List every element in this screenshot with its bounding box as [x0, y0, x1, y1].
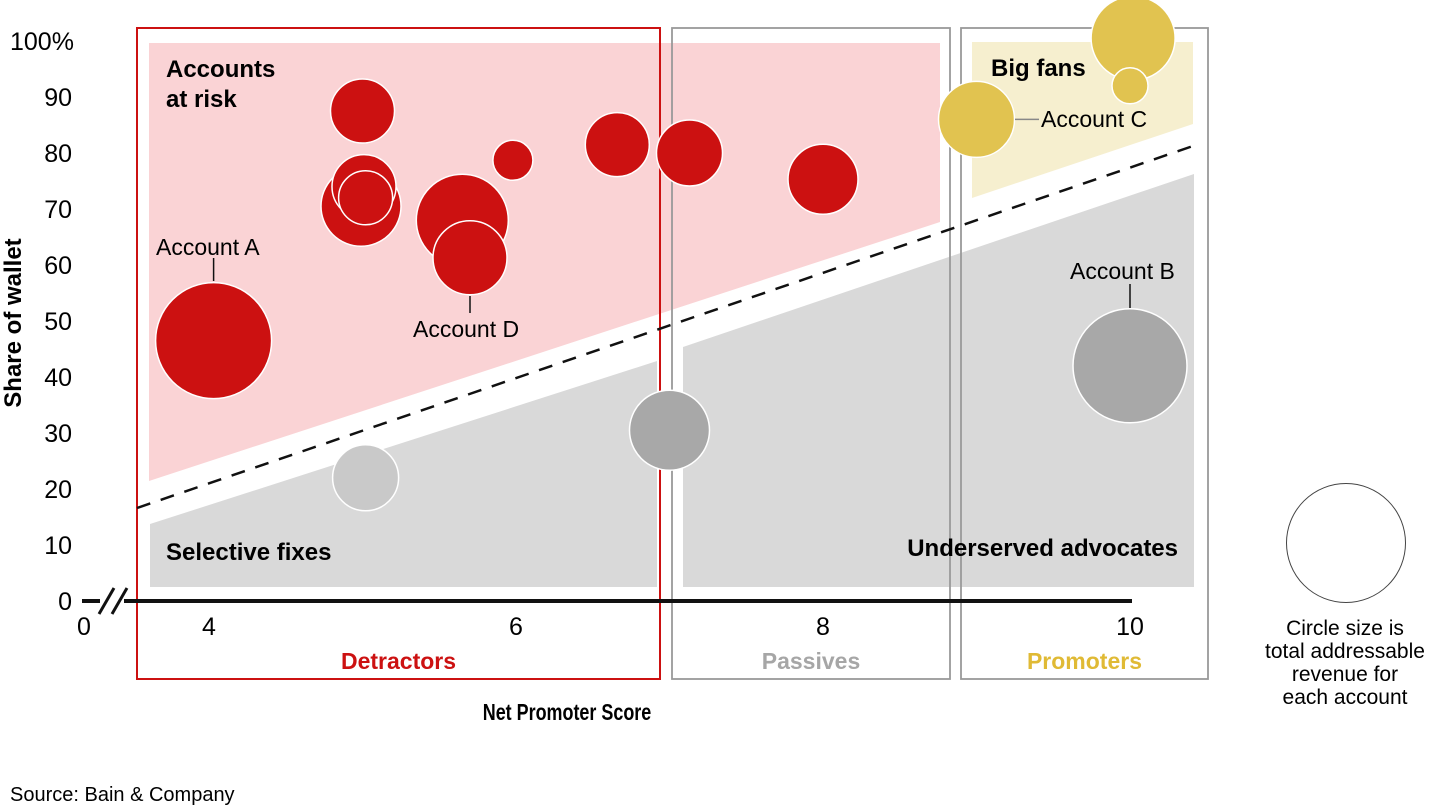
x-tick-label: 4 — [202, 613, 216, 641]
zone-accounts-at-risk — [149, 43, 940, 481]
zone-label-big-fans: Big fans — [991, 55, 1086, 82]
zone-label-underserved-advocates: Underserved advocates — [907, 535, 1178, 562]
account-d-label: Account D — [413, 316, 520, 342]
x-tick-label: 6 — [509, 613, 523, 641]
category-label-detractors: Detractors — [340, 648, 457, 674]
y-tick-label: 50 — [44, 308, 72, 336]
category-label-passives: Passives — [761, 648, 861, 674]
zone-label-selective-fixes: Selective fixes — [166, 539, 332, 566]
bubble — [432, 219, 508, 296]
size-legend-text: Circle size is total addressable revenue… — [1225, 617, 1440, 709]
y-tick-label: 60 — [44, 252, 72, 280]
x-tick-label: 0 — [77, 613, 91, 641]
bubble — [1111, 67, 1149, 105]
bubble-account-a — [154, 281, 273, 400]
zone-label-accounts-at-risk: Accounts at risk — [166, 55, 275, 115]
bubble — [655, 119, 724, 187]
category-box-promoters — [960, 27, 1209, 680]
size-legend-line: revenue for — [1291, 663, 1399, 686]
size-legend-line: Circle size is — [1286, 617, 1404, 640]
bubble — [329, 78, 396, 144]
zone-underserved-advocates — [683, 174, 1194, 587]
source-note: Source: Bain & Company — [10, 784, 235, 806]
bubble-account-c — [937, 80, 1016, 159]
threshold-dashed-line — [136, 144, 1194, 510]
axis-break-slash — [110, 587, 129, 615]
size-legend-circle — [1286, 483, 1406, 603]
zone-selective-fixes — [150, 361, 657, 587]
category-box-detractors — [136, 27, 661, 680]
zone-label-line: at risk — [166, 86, 237, 113]
x-tick-label: 8 — [816, 613, 830, 641]
bubble — [331, 444, 400, 512]
axis-break-slash — [97, 587, 116, 615]
y-tick-label: 30 — [44, 420, 72, 448]
y-tick-label: 90 — [44, 84, 72, 112]
bubble — [787, 143, 859, 216]
bubble-account-b — [1072, 308, 1188, 424]
y-tick-label: 100% — [10, 28, 74, 56]
y-tick-label: 20 — [44, 476, 72, 504]
bubble — [492, 139, 534, 182]
x-tick-label: 10 — [1116, 613, 1144, 641]
account-c-label: Account C — [1041, 106, 1148, 132]
zone-label-line: Accounts — [166, 56, 276, 83]
y-tick-label: 70 — [44, 196, 72, 224]
bubble — [628, 389, 711, 471]
size-legend-line: total addressable — [1265, 640, 1425, 663]
y-tick-label: 80 — [44, 140, 72, 168]
y-tick-label: 0 — [58, 588, 72, 616]
y-tick-label: 10 — [44, 532, 72, 560]
bubble — [337, 170, 394, 226]
account-a-label: Account A — [156, 234, 260, 260]
category-label-promoters: Promoters — [1026, 648, 1143, 674]
category-box-passives — [671, 27, 951, 680]
account-b-label: Account B — [1070, 258, 1175, 284]
bubble — [584, 111, 651, 178]
x-axis-title: Net Promoter Score — [482, 699, 652, 725]
y-tick-label: 40 — [44, 364, 72, 392]
size-legend-line: each account — [1282, 686, 1408, 709]
